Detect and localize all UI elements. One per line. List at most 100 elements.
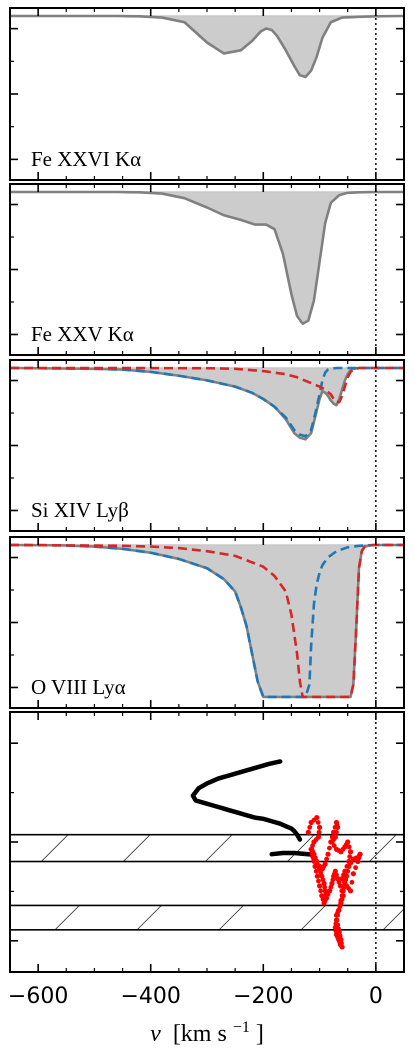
panel-label: Si XIV Lyβ <box>31 498 129 522</box>
red-component-line <box>10 543 404 699</box>
x-axis-label-exp: −1 <box>233 1019 250 1036</box>
total-profile-line <box>10 14 404 79</box>
absorption-fill <box>10 368 404 440</box>
trajectory-point <box>339 888 345 894</box>
x-axis: −600 −400 −200 0 <box>8 984 383 1009</box>
trajectory-point <box>331 837 337 842</box>
panel-2-plot-area <box>10 184 404 355</box>
panel-label: O VIII Lyα <box>31 675 126 699</box>
trajectory-point <box>353 855 359 861</box>
trajectory-point <box>316 878 321 884</box>
trajectory-point <box>315 862 321 868</box>
trajectory-point <box>337 933 343 939</box>
blue-component-line <box>10 366 404 438</box>
trajectory-point <box>346 844 352 850</box>
trajectory-point <box>334 822 340 828</box>
panel-5-plot-area <box>10 712 404 972</box>
trajectory-point <box>312 855 318 861</box>
trajectory-point <box>328 884 334 890</box>
trajectory-point <box>357 853 362 858</box>
red-trajectory <box>305 815 363 950</box>
black-trajectory <box>269 850 317 857</box>
trajectory-point <box>347 854 353 860</box>
trajectory-point <box>322 888 328 894</box>
trajectory-point <box>321 864 327 869</box>
trajectory-point <box>336 848 342 853</box>
trajectory-point <box>318 870 324 875</box>
trajectory-point <box>350 871 356 877</box>
x-tick-label: −400 <box>120 984 180 1009</box>
trajectory-point <box>327 845 332 851</box>
panel-4: O VIII Lyα <box>9 536 405 709</box>
panel-1-plot-area <box>10 8 404 180</box>
absorption-fill <box>10 16 404 77</box>
trajectory-point <box>353 865 358 871</box>
trajectory-point <box>334 829 339 835</box>
trajectory-point <box>334 917 340 923</box>
panel-3-plot-area <box>10 360 404 531</box>
hatched-band-2 <box>10 904 404 931</box>
trajectory-point <box>323 892 329 897</box>
panel-5 <box>9 711 405 973</box>
trajectory-point <box>311 817 317 823</box>
trajectory-point <box>345 868 351 874</box>
trajectory-point <box>320 877 326 883</box>
x-axis-label-close: ] <box>256 1021 264 1047</box>
total-profile-line <box>10 190 404 326</box>
trajectory-point <box>313 837 319 842</box>
trajectory-point <box>331 843 337 849</box>
trajectory-point <box>347 849 354 855</box>
trajectory-point <box>346 885 351 891</box>
trajectory-point <box>335 910 340 916</box>
panel-label: Fe XXVI Kα <box>31 147 141 171</box>
trajectory-point <box>343 873 350 879</box>
trajectory-point <box>336 879 342 885</box>
trajectory-point <box>330 877 336 883</box>
panel-1: Fe XXVI Kα <box>9 7 405 181</box>
trajectory-point <box>314 873 320 879</box>
trajectory-point <box>315 820 321 825</box>
trajectory-point <box>340 846 346 852</box>
trajectory-point <box>349 879 355 885</box>
x-tick-label: −600 <box>8 984 68 1009</box>
trajectory-point <box>339 940 344 946</box>
trajectory-point <box>307 824 313 830</box>
x-axis-label-var: v <box>150 1021 161 1047</box>
panel-2: Fe XXV Kα <box>9 183 405 356</box>
absorption-fill <box>10 545 404 697</box>
x-axis-label: v [km s −1 ] <box>150 1012 264 1047</box>
trajectory-point <box>336 929 342 935</box>
black-trajectory <box>190 759 303 842</box>
trajectory-point <box>348 860 354 866</box>
trajectory-point <box>305 829 311 835</box>
absorption-fill <box>10 192 404 324</box>
trajectory-point <box>316 829 322 835</box>
trajectory-point <box>310 849 316 855</box>
trajectory-point <box>342 880 348 887</box>
trajectory-point <box>338 937 344 943</box>
trajectory-point <box>332 871 337 877</box>
trajectory-point <box>323 895 329 901</box>
trajectory-point <box>334 922 341 928</box>
hatched-band-1 <box>10 833 404 863</box>
panel-3: Si XIV Lyβ <box>9 359 405 532</box>
x-axis-label-unit: [km s <box>173 1021 227 1047</box>
trajectory-point <box>343 877 349 883</box>
panel-4-plot-area <box>10 537 404 708</box>
panel-label: Fe XXV Kα <box>31 322 134 346</box>
trajectory-point <box>316 824 323 830</box>
x-tick-label: −200 <box>233 984 293 1009</box>
trajectory-point <box>346 863 352 870</box>
blue-component-line <box>10 543 404 699</box>
trajectory-point <box>339 896 345 902</box>
trajectory-point <box>322 884 328 890</box>
trajectory-point <box>337 904 343 910</box>
trajectory-point <box>325 851 331 857</box>
trajectory-point <box>336 926 341 932</box>
trajectory-point <box>324 856 330 862</box>
trajectory-point <box>318 888 324 894</box>
panels-group: Fe XXVI Kα Fe XXV Kα Si XIV Lyβ O VIII Lyα <box>9 7 405 973</box>
trajectory-point <box>316 883 323 889</box>
x-tick-label: 0 <box>369 984 383 1009</box>
